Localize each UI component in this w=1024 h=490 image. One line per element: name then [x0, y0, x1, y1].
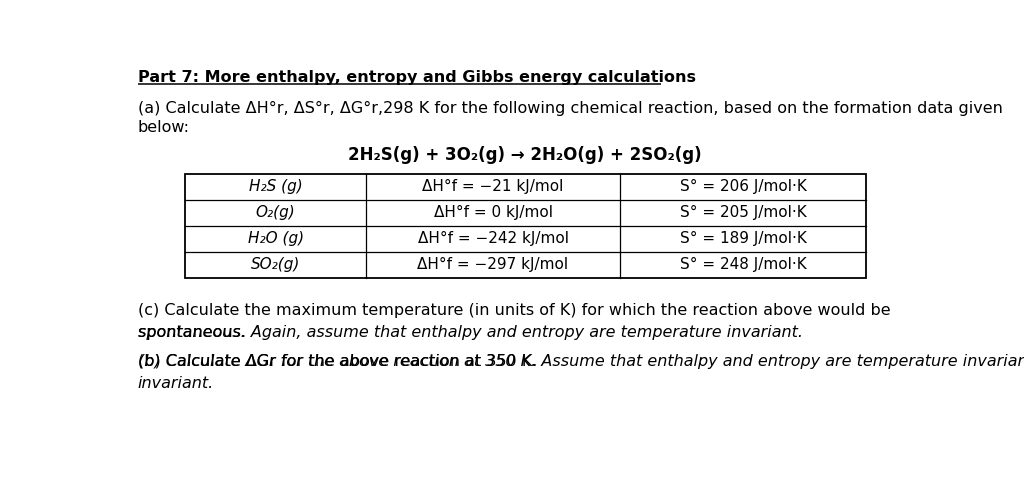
- Text: (b) Calculate ΔGr for the above reaction at 350 K.: (b) Calculate ΔGr for the above reaction…: [137, 354, 542, 369]
- Bar: [185, 174, 866, 278]
- Text: S° = 206 J/mol·K: S° = 206 J/mol·K: [680, 179, 807, 195]
- Text: below:: below:: [137, 120, 189, 135]
- Text: ΔH°f = −242 kJ/mol: ΔH°f = −242 kJ/mol: [418, 231, 568, 246]
- Text: ΔH°f = −297 kJ/mol: ΔH°f = −297 kJ/mol: [418, 257, 568, 272]
- Text: spontaneous.: spontaneous.: [137, 325, 251, 340]
- Text: S° = 189 J/mol·K: S° = 189 J/mol·K: [680, 231, 807, 246]
- Text: SO₂(g): SO₂(g): [251, 257, 300, 272]
- Text: O₂(g): O₂(g): [256, 205, 296, 221]
- Text: ΔH°f = −21 kJ/mol: ΔH°f = −21 kJ/mol: [422, 179, 564, 195]
- Text: ΔH°f = 0 kJ/mol: ΔH°f = 0 kJ/mol: [433, 205, 553, 221]
- Text: (a) Calculate ΔH°r, ΔS°r, ΔG°r,298 K for the following chemical reaction, based : (a) Calculate ΔH°r, ΔS°r, ΔG°r,298 K for…: [137, 101, 1002, 117]
- Text: 2H₂S(g) + 3O₂(g) → 2H₂O(g) + 2SO₂(g): 2H₂S(g) + 3O₂(g) → 2H₂O(g) + 2SO₂(g): [348, 147, 701, 164]
- Text: S° = 205 J/mol·K: S° = 205 J/mol·K: [680, 205, 807, 221]
- Text: (c) Calculate the maximum temperature (in units of K) for which the reaction abo: (c) Calculate the maximum temperature (i…: [137, 303, 890, 318]
- Text: H₂O (g): H₂O (g): [248, 231, 304, 246]
- Text: spontaneous. Again, assume that enthalpy and entropy are temperature invariant.: spontaneous. Again, assume that enthalpy…: [137, 325, 803, 340]
- Text: Part 7: More enthalpy, entropy and Gibbs energy calculations: Part 7: More enthalpy, entropy and Gibbs…: [137, 70, 695, 85]
- Text: S° = 248 J/mol·K: S° = 248 J/mol·K: [680, 257, 807, 272]
- Text: invariant.: invariant.: [137, 376, 214, 392]
- Text: (b) Calculate ΔGr for the above reaction at 350 K. Assume that enthalpy and entr: (b) Calculate ΔGr for the above reaction…: [137, 354, 1024, 369]
- Text: H₂S (g): H₂S (g): [249, 179, 302, 195]
